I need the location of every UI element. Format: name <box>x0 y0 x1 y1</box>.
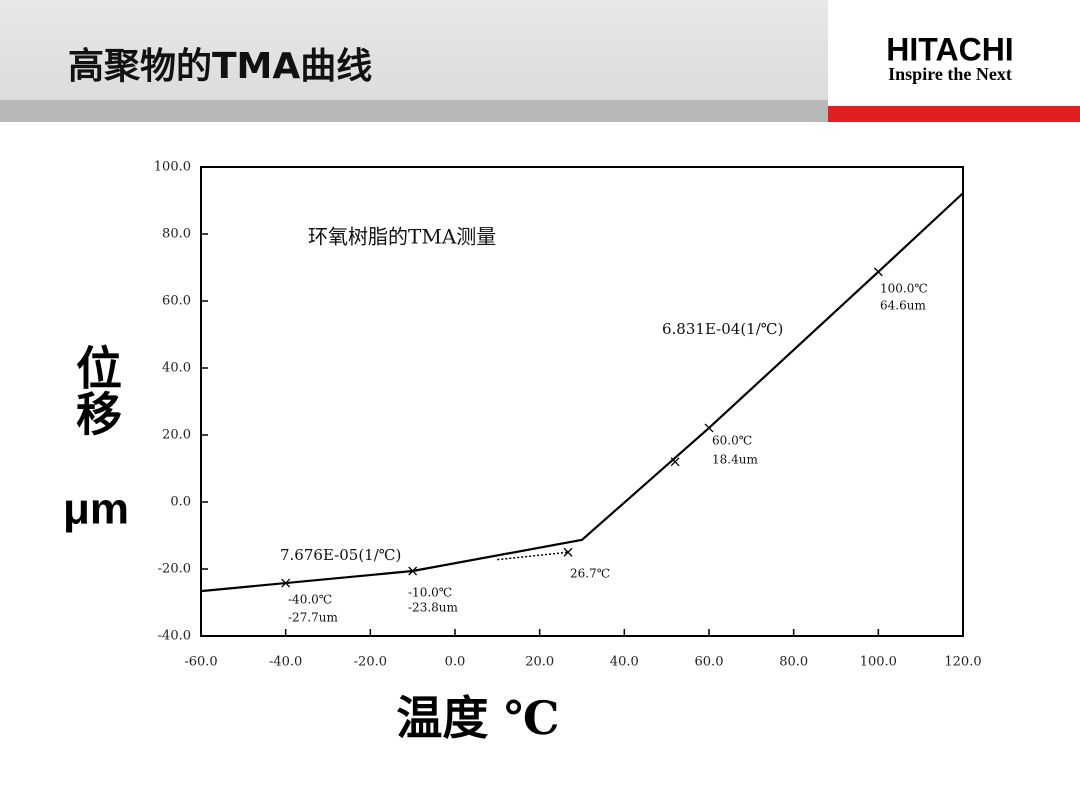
cross-marker <box>408 566 418 576</box>
annotation: 环氧树脂的TMA测量 <box>308 225 496 249</box>
y-tick-label: 80.0 <box>162 227 191 242</box>
cross-marker <box>563 547 573 557</box>
y-tick-label: 100.0 <box>154 160 191 175</box>
x-axis-label: 温度 ℃ <box>396 691 559 745</box>
y-axis-unit: μm <box>63 485 129 534</box>
x-tick-label: -40.0 <box>269 655 302 670</box>
y-tick-label: -20.0 <box>158 562 191 577</box>
x-tick-label: -60.0 <box>184 655 217 670</box>
x-tick-label: 20.0 <box>525 655 554 670</box>
y-tick-label: 0.0 <box>170 495 191 510</box>
annotation: 6.831E-04(1/℃) <box>662 320 783 338</box>
x-tick-label: 100.0 <box>860 655 897 670</box>
y-axis-label: 位移 <box>69 344 123 436</box>
tagline: Inspire the Next <box>888 64 1012 84</box>
annotation: 7.676E-05(1/℃) <box>280 546 401 564</box>
annotation: 18.4um <box>712 453 758 467</box>
cross-marker <box>704 423 714 433</box>
cross-marker <box>281 578 291 588</box>
x-tick-label: 0.0 <box>445 655 466 670</box>
annotation: -27.7um <box>288 611 339 625</box>
cross-marker <box>873 267 883 277</box>
annotation: -23.8um <box>408 601 459 615</box>
red-bar <box>828 106 1080 122</box>
x-tick-label: 120.0 <box>944 655 981 670</box>
annotation: -40.0℃ <box>288 593 332 607</box>
x-tick-label: -20.0 <box>354 655 387 670</box>
x-tick-label: 60.0 <box>695 655 724 670</box>
annotation: 26.7℃ <box>570 567 610 581</box>
y-tick-label: 40.0 <box>162 361 191 376</box>
logo: HITACHI <box>886 31 1013 67</box>
annotation: 100.0℃ <box>880 282 928 296</box>
x-tick-label: 40.0 <box>610 655 639 670</box>
annotation: 64.6um <box>880 299 926 313</box>
annotation: 60.0℃ <box>712 434 752 448</box>
y-tick-label: 20.0 <box>162 428 191 443</box>
annotation: -10.0℃ <box>408 586 452 600</box>
x-tick-label: 80.0 <box>779 655 808 670</box>
header-strip <box>0 100 828 122</box>
cross-marker <box>670 457 680 467</box>
plot-frame <box>200 166 964 637</box>
series-line <box>200 192 964 593</box>
header-band <box>0 0 828 100</box>
slide-title: 高聚物的TMA曲线 <box>68 46 372 87</box>
y-tick-label: 60.0 <box>162 294 191 309</box>
y-tick-label: -40.0 <box>158 629 191 644</box>
